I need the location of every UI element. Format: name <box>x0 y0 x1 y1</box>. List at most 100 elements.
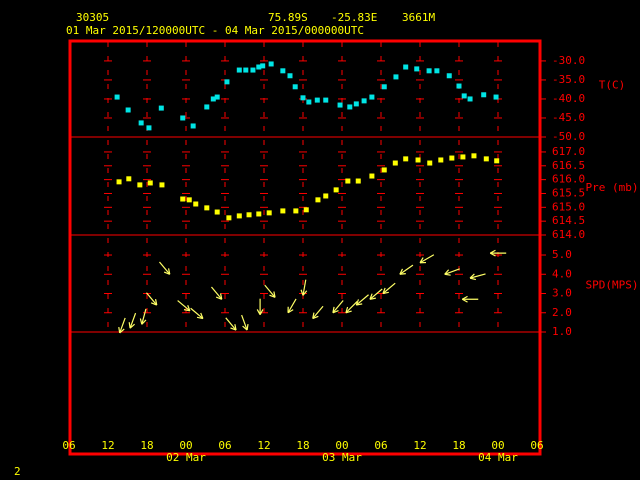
arrow-shaft <box>399 264 414 275</box>
data-point <box>210 96 216 102</box>
arrow-head <box>183 309 191 312</box>
arrow-head <box>234 324 237 331</box>
page-number: 2 <box>14 465 21 478</box>
arrow-head <box>273 291 276 298</box>
data-point <box>483 156 489 162</box>
x-tick-label: 00 <box>335 439 348 452</box>
data-point <box>243 67 249 73</box>
y-axis-label: T(C) <box>599 79 626 92</box>
y-tick-label: 614.0 <box>552 228 585 241</box>
x-tick-label: 18 <box>140 439 153 452</box>
data-point <box>467 96 473 102</box>
arrow-shaft <box>369 288 383 300</box>
arrow-head <box>129 323 136 329</box>
wind-arrow <box>159 261 171 275</box>
arrow-head <box>382 287 386 294</box>
arrow-head <box>302 290 308 296</box>
frame <box>68 39 542 456</box>
wind-arrow <box>382 282 396 295</box>
wind-arrow <box>312 305 324 320</box>
arrow-head <box>461 298 468 303</box>
data-point <box>415 157 421 163</box>
data-point <box>446 73 452 79</box>
x-tick-label: 06 <box>218 439 231 452</box>
data-point <box>355 178 361 184</box>
arrow-shaft <box>332 300 344 314</box>
x-tick-label: 18 <box>296 439 309 452</box>
arrow-head <box>489 249 496 254</box>
data-point <box>333 187 339 193</box>
data-point <box>226 215 232 221</box>
y-tick-label: -40.0 <box>552 92 585 105</box>
arrow-head <box>356 303 363 306</box>
arrow-shaft <box>146 292 158 306</box>
arrow-head <box>369 297 376 300</box>
x-tick-label: 06 <box>374 439 387 452</box>
y-tick-label: 616.0 <box>552 173 585 186</box>
arrow-head <box>256 309 261 315</box>
arrow-head <box>141 319 147 325</box>
data-point <box>323 97 329 103</box>
wind-arrow <box>355 294 369 306</box>
arrow-head <box>230 327 237 331</box>
longitude: -25.83E <box>331 11 377 24</box>
y-tick-label: 3.0 <box>552 287 572 300</box>
data-point <box>293 208 299 214</box>
data-point <box>493 94 499 100</box>
data-point <box>147 180 153 186</box>
data-point <box>306 99 312 105</box>
wind-arrow <box>469 273 486 281</box>
data-point <box>300 95 306 101</box>
y-tick-label: 1.0 <box>552 325 572 338</box>
arrow-head <box>154 299 158 306</box>
arrow-head <box>332 310 339 314</box>
elevation: 3661M <box>402 11 435 24</box>
arrow-head <box>219 293 223 300</box>
data-point <box>214 94 220 100</box>
arrow-head <box>187 305 191 312</box>
data-point <box>369 173 375 179</box>
wind-arrow <box>177 300 191 312</box>
data-point <box>369 94 375 100</box>
data-point <box>434 68 440 74</box>
latitude: 75.89S <box>268 11 308 24</box>
arrow-head <box>489 252 496 257</box>
arrow-head <box>382 291 389 295</box>
data-point <box>256 64 262 70</box>
data-point <box>456 83 462 89</box>
data-point <box>460 154 466 160</box>
date-label: 04 Mar <box>478 451 518 464</box>
arrow-head <box>300 289 304 296</box>
arrow-head <box>163 271 170 275</box>
y-tick-label: 614.5 <box>552 214 585 227</box>
data-point <box>361 98 367 104</box>
data-point <box>266 210 272 216</box>
arrow-shaft <box>129 312 137 329</box>
arrow-head <box>355 299 360 306</box>
y-tick-label: 5.0 <box>552 248 572 261</box>
station-id: 30305 <box>76 11 109 24</box>
data-point <box>347 104 353 110</box>
wind-arrow <box>128 312 137 329</box>
data-point <box>138 120 144 126</box>
arrow-shaft <box>159 261 171 275</box>
data-point <box>116 179 122 185</box>
wind-arrow <box>332 300 344 314</box>
y-tick-label: 615.5 <box>552 186 585 199</box>
arrow-head <box>287 309 294 314</box>
x-tick-label: 12 <box>101 439 114 452</box>
x-tick-label: 18 <box>452 439 465 452</box>
data-point <box>345 178 351 184</box>
x-tick-label: 12 <box>257 439 270 452</box>
data-point <box>449 155 455 161</box>
wind-arrow <box>139 308 147 325</box>
data-point <box>414 66 420 72</box>
data-point <box>260 63 266 69</box>
arrow-shaft <box>419 254 435 264</box>
arrow-shaft <box>225 317 237 331</box>
data-point <box>381 84 387 90</box>
data-point <box>403 156 409 162</box>
data-point <box>190 123 196 129</box>
data-point <box>392 160 398 166</box>
data-point <box>126 176 132 182</box>
